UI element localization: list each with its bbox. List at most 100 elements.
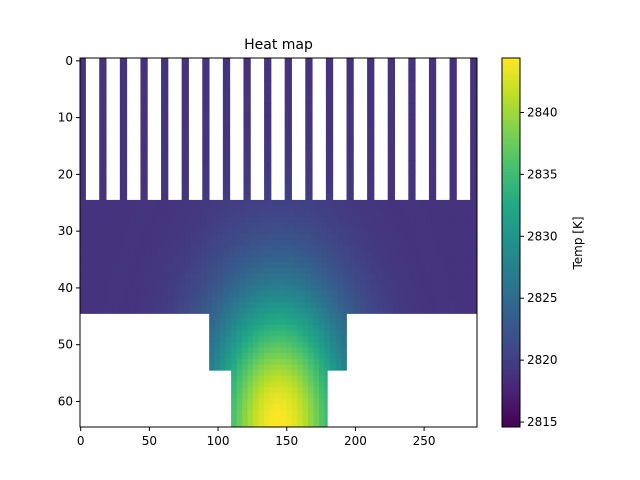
source-cell	[258, 421, 265, 428]
base-cell	[426, 296, 433, 303]
base-cell	[387, 302, 394, 309]
base-cell	[173, 290, 180, 297]
neck-cell	[231, 324, 237, 331]
base-cell	[360, 251, 367, 258]
fin-18-cell	[449, 137, 457, 150]
base-cell	[167, 205, 174, 212]
base-cell	[118, 233, 125, 241]
base-cell	[244, 245, 251, 252]
base-cell	[167, 268, 174, 275]
base-cell	[173, 268, 180, 275]
base-cell	[90, 285, 97, 292]
base-cell	[112, 307, 119, 314]
base-cell	[398, 262, 405, 269]
neck-cell	[275, 319, 281, 326]
fin-8-cell	[243, 148, 251, 161]
base-cell	[398, 290, 405, 297]
base-cell	[250, 256, 257, 263]
base-cell	[167, 279, 174, 286]
fin-17-cell	[428, 92, 437, 104]
neck-cell	[214, 341, 221, 348]
fin-6-cell	[202, 80, 210, 93]
base-cell	[437, 222, 444, 229]
neck-cell	[330, 353, 336, 360]
base-cell	[360, 268, 367, 275]
base-cell	[167, 239, 174, 246]
neck-cell	[220, 358, 227, 365]
fin-9-cell	[264, 171, 272, 184]
base-cell	[299, 262, 306, 269]
fin-17-cell	[428, 126, 437, 138]
neck-cell	[324, 336, 331, 343]
base-cell	[404, 290, 411, 297]
base-cell	[393, 233, 400, 241]
base-cell	[134, 239, 141, 246]
base-cell	[162, 216, 169, 224]
base-cell	[228, 199, 235, 206]
base-cell	[426, 285, 433, 292]
base-cell	[431, 233, 438, 241]
base-cell	[156, 245, 163, 252]
base-cell	[354, 211, 361, 218]
base-cell	[266, 273, 273, 280]
neck-cell	[308, 353, 314, 360]
source-cell	[275, 381, 281, 388]
base-cell	[206, 307, 213, 314]
source-cell	[247, 375, 254, 382]
base-cell	[145, 199, 152, 206]
base-cell	[354, 307, 361, 314]
base-cell	[288, 228, 295, 235]
base-cell	[316, 273, 323, 280]
base-cell	[184, 205, 191, 212]
base-cell	[90, 273, 97, 280]
base-cell	[283, 268, 290, 275]
neck-cell	[264, 324, 270, 331]
neck-cell	[258, 347, 265, 354]
base-cell	[156, 216, 163, 224]
fin-11-cell	[305, 69, 313, 82]
base-cell	[151, 205, 158, 212]
neck-cell	[236, 319, 243, 326]
base-cell	[151, 256, 158, 263]
base-cell	[360, 211, 367, 218]
fin-9-cell	[264, 92, 272, 104]
base-cell	[250, 307, 257, 314]
base-cell	[387, 239, 394, 246]
colorbar-segment	[502, 270, 520, 274]
base-cell	[349, 251, 356, 258]
neck-cell	[231, 341, 237, 348]
base-cell	[112, 199, 119, 206]
source-cell	[269, 404, 276, 411]
base-cell	[305, 279, 312, 286]
base-cell	[470, 211, 477, 218]
base-cell	[442, 222, 449, 229]
base-cell	[206, 285, 213, 292]
base-cell	[272, 256, 279, 263]
neck-cell	[286, 324, 292, 331]
base-cell	[255, 256, 262, 263]
base-cell	[96, 239, 103, 246]
base-cell	[442, 233, 449, 241]
base-cell	[156, 279, 163, 286]
base-cell	[255, 211, 262, 218]
base-cell	[398, 228, 405, 235]
base-cell	[371, 233, 378, 241]
base-cell	[112, 296, 119, 303]
base-cell	[217, 307, 224, 314]
base-cell	[426, 228, 433, 235]
fin-3-cell	[140, 92, 148, 104]
base-cell	[178, 245, 185, 252]
fin-15-cell	[387, 80, 395, 93]
base-cell	[409, 285, 416, 292]
base-cell	[354, 256, 361, 263]
source-cell	[264, 387, 270, 394]
base-cell	[200, 290, 207, 297]
x-tick-label: 0	[77, 434, 85, 448]
base-cell	[294, 262, 301, 269]
base-cell	[228, 251, 235, 258]
y-tick-label: 10	[58, 111, 73, 125]
fin-6-cell	[202, 126, 210, 138]
fin-10-cell	[284, 182, 292, 195]
base-cell	[162, 279, 169, 286]
base-cell	[288, 251, 295, 258]
